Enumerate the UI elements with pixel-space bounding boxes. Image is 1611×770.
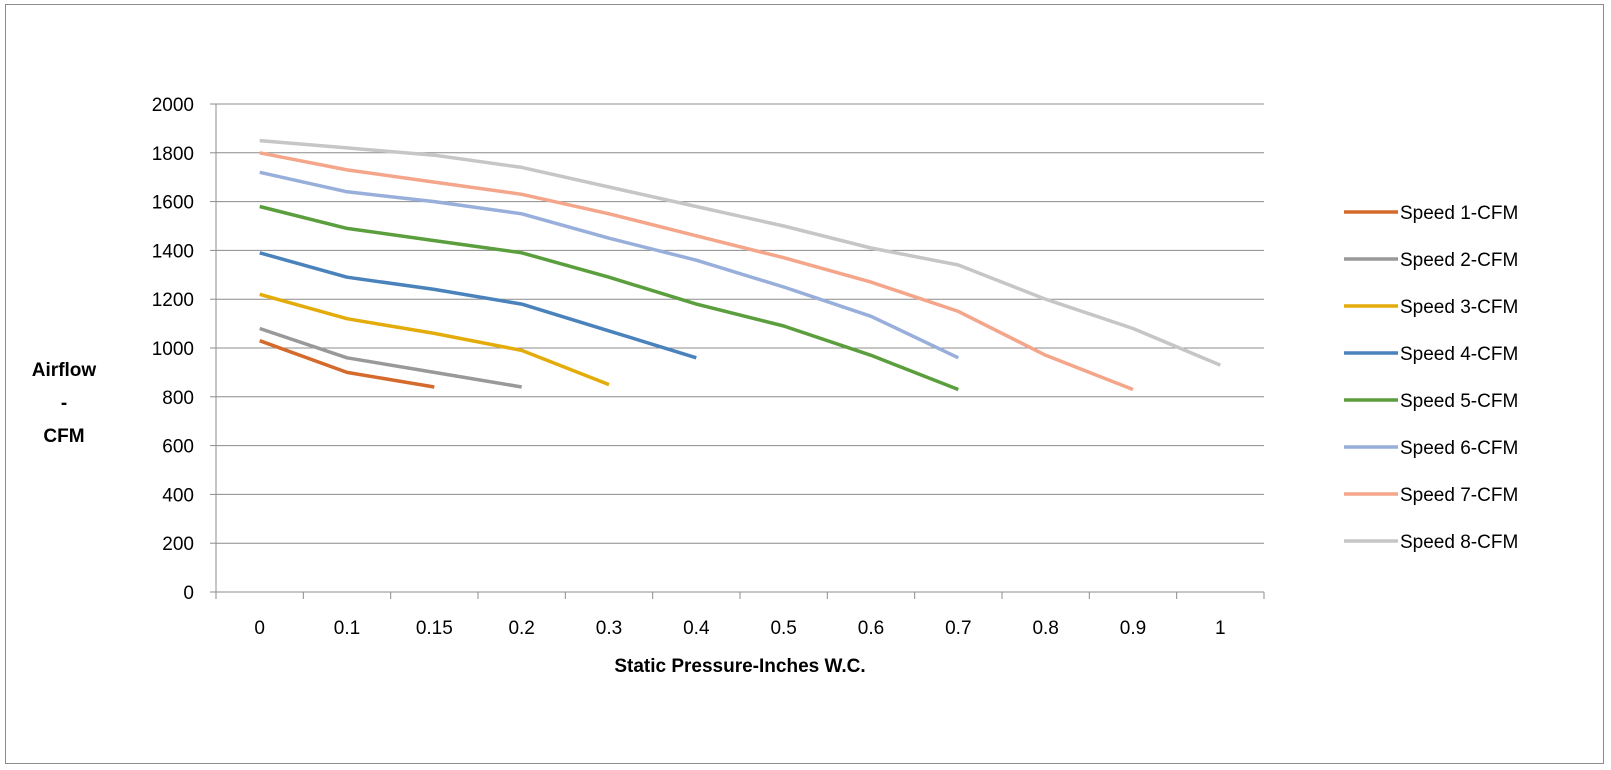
x-tick-label: 0.9 xyxy=(1120,618,1146,639)
series-line-speed-2 xyxy=(259,326,522,389)
series-line-speed-4 xyxy=(259,251,697,360)
legend-label: Speed 4-CFM xyxy=(1400,344,1518,365)
series-line-speed-1 xyxy=(259,339,435,389)
y-tick-label: 400 xyxy=(162,485,194,506)
y-tick-label: 1200 xyxy=(152,290,194,311)
series-line-speed-7 xyxy=(259,151,1134,392)
x-tick-label: 0.8 xyxy=(1032,618,1058,639)
x-tick-label: 0.7 xyxy=(945,618,971,639)
y-tick-label: 1000 xyxy=(152,339,194,360)
legend-label: Speed 5-CFM xyxy=(1400,391,1518,412)
x-tick-label: 0 xyxy=(254,618,265,639)
y-tick-label: 800 xyxy=(162,388,194,409)
x-axis-ticks: 0 0.1 0.15 0.2 0.3 0.4 0.5 0.6 0.7 0.8 0.9 1 xyxy=(215,592,1265,639)
y-tick-label: 1800 xyxy=(152,144,194,165)
x-tick-label: 1 xyxy=(1215,618,1226,639)
y-tick-label: 0 xyxy=(183,583,194,604)
series-line-speed-3 xyxy=(259,292,610,387)
chart-frame xyxy=(5,4,1604,764)
y-axis-title-line-3: CFM xyxy=(43,426,84,447)
x-tick-label: 0.2 xyxy=(508,618,534,639)
series-line-speed-8 xyxy=(259,138,1221,367)
y-axis-ticks: 0 200 400 600 800 1000 1200 1400 1600 1800 2000 xyxy=(152,95,216,604)
y-axis-title-line-2: - xyxy=(61,393,67,414)
x-tick-label: 0.6 xyxy=(858,618,884,639)
legend-label: Speed 3-CFM xyxy=(1400,297,1518,318)
y-axis-title-line-1: Airflow xyxy=(32,360,97,381)
x-tick-label: 0.15 xyxy=(416,618,453,639)
y-tick-label: 2000 xyxy=(152,95,194,116)
x-tick-label: 0.5 xyxy=(770,618,796,639)
y-tick-label: 600 xyxy=(162,437,194,458)
x-axis-title: Static Pressure-Inches W.C. xyxy=(614,656,865,677)
legend-label: Speed 7-CFM xyxy=(1400,485,1518,506)
series-line-speed-6 xyxy=(259,170,960,360)
y-tick-label: 1400 xyxy=(152,241,194,262)
series-line-speed-5 xyxy=(259,204,959,392)
x-tick-label: 0.1 xyxy=(334,618,360,639)
y-tick-label: 200 xyxy=(162,534,194,555)
x-tick-label: 0.3 xyxy=(596,618,622,639)
y-tick-label: 1600 xyxy=(152,193,194,214)
x-tick-label: 0.4 xyxy=(683,618,710,639)
legend-label: Speed 1-CFM xyxy=(1400,203,1518,224)
legend-label: Speed 2-CFM xyxy=(1400,250,1518,271)
series-lines xyxy=(259,138,1221,392)
legend-label: Speed 8-CFM xyxy=(1400,532,1518,553)
legend-label: Speed 6-CFM xyxy=(1400,438,1518,459)
legend: Speed 1-CFM Speed 2-CFM Speed 3-CFM Speed 4… xyxy=(1344,203,1518,553)
